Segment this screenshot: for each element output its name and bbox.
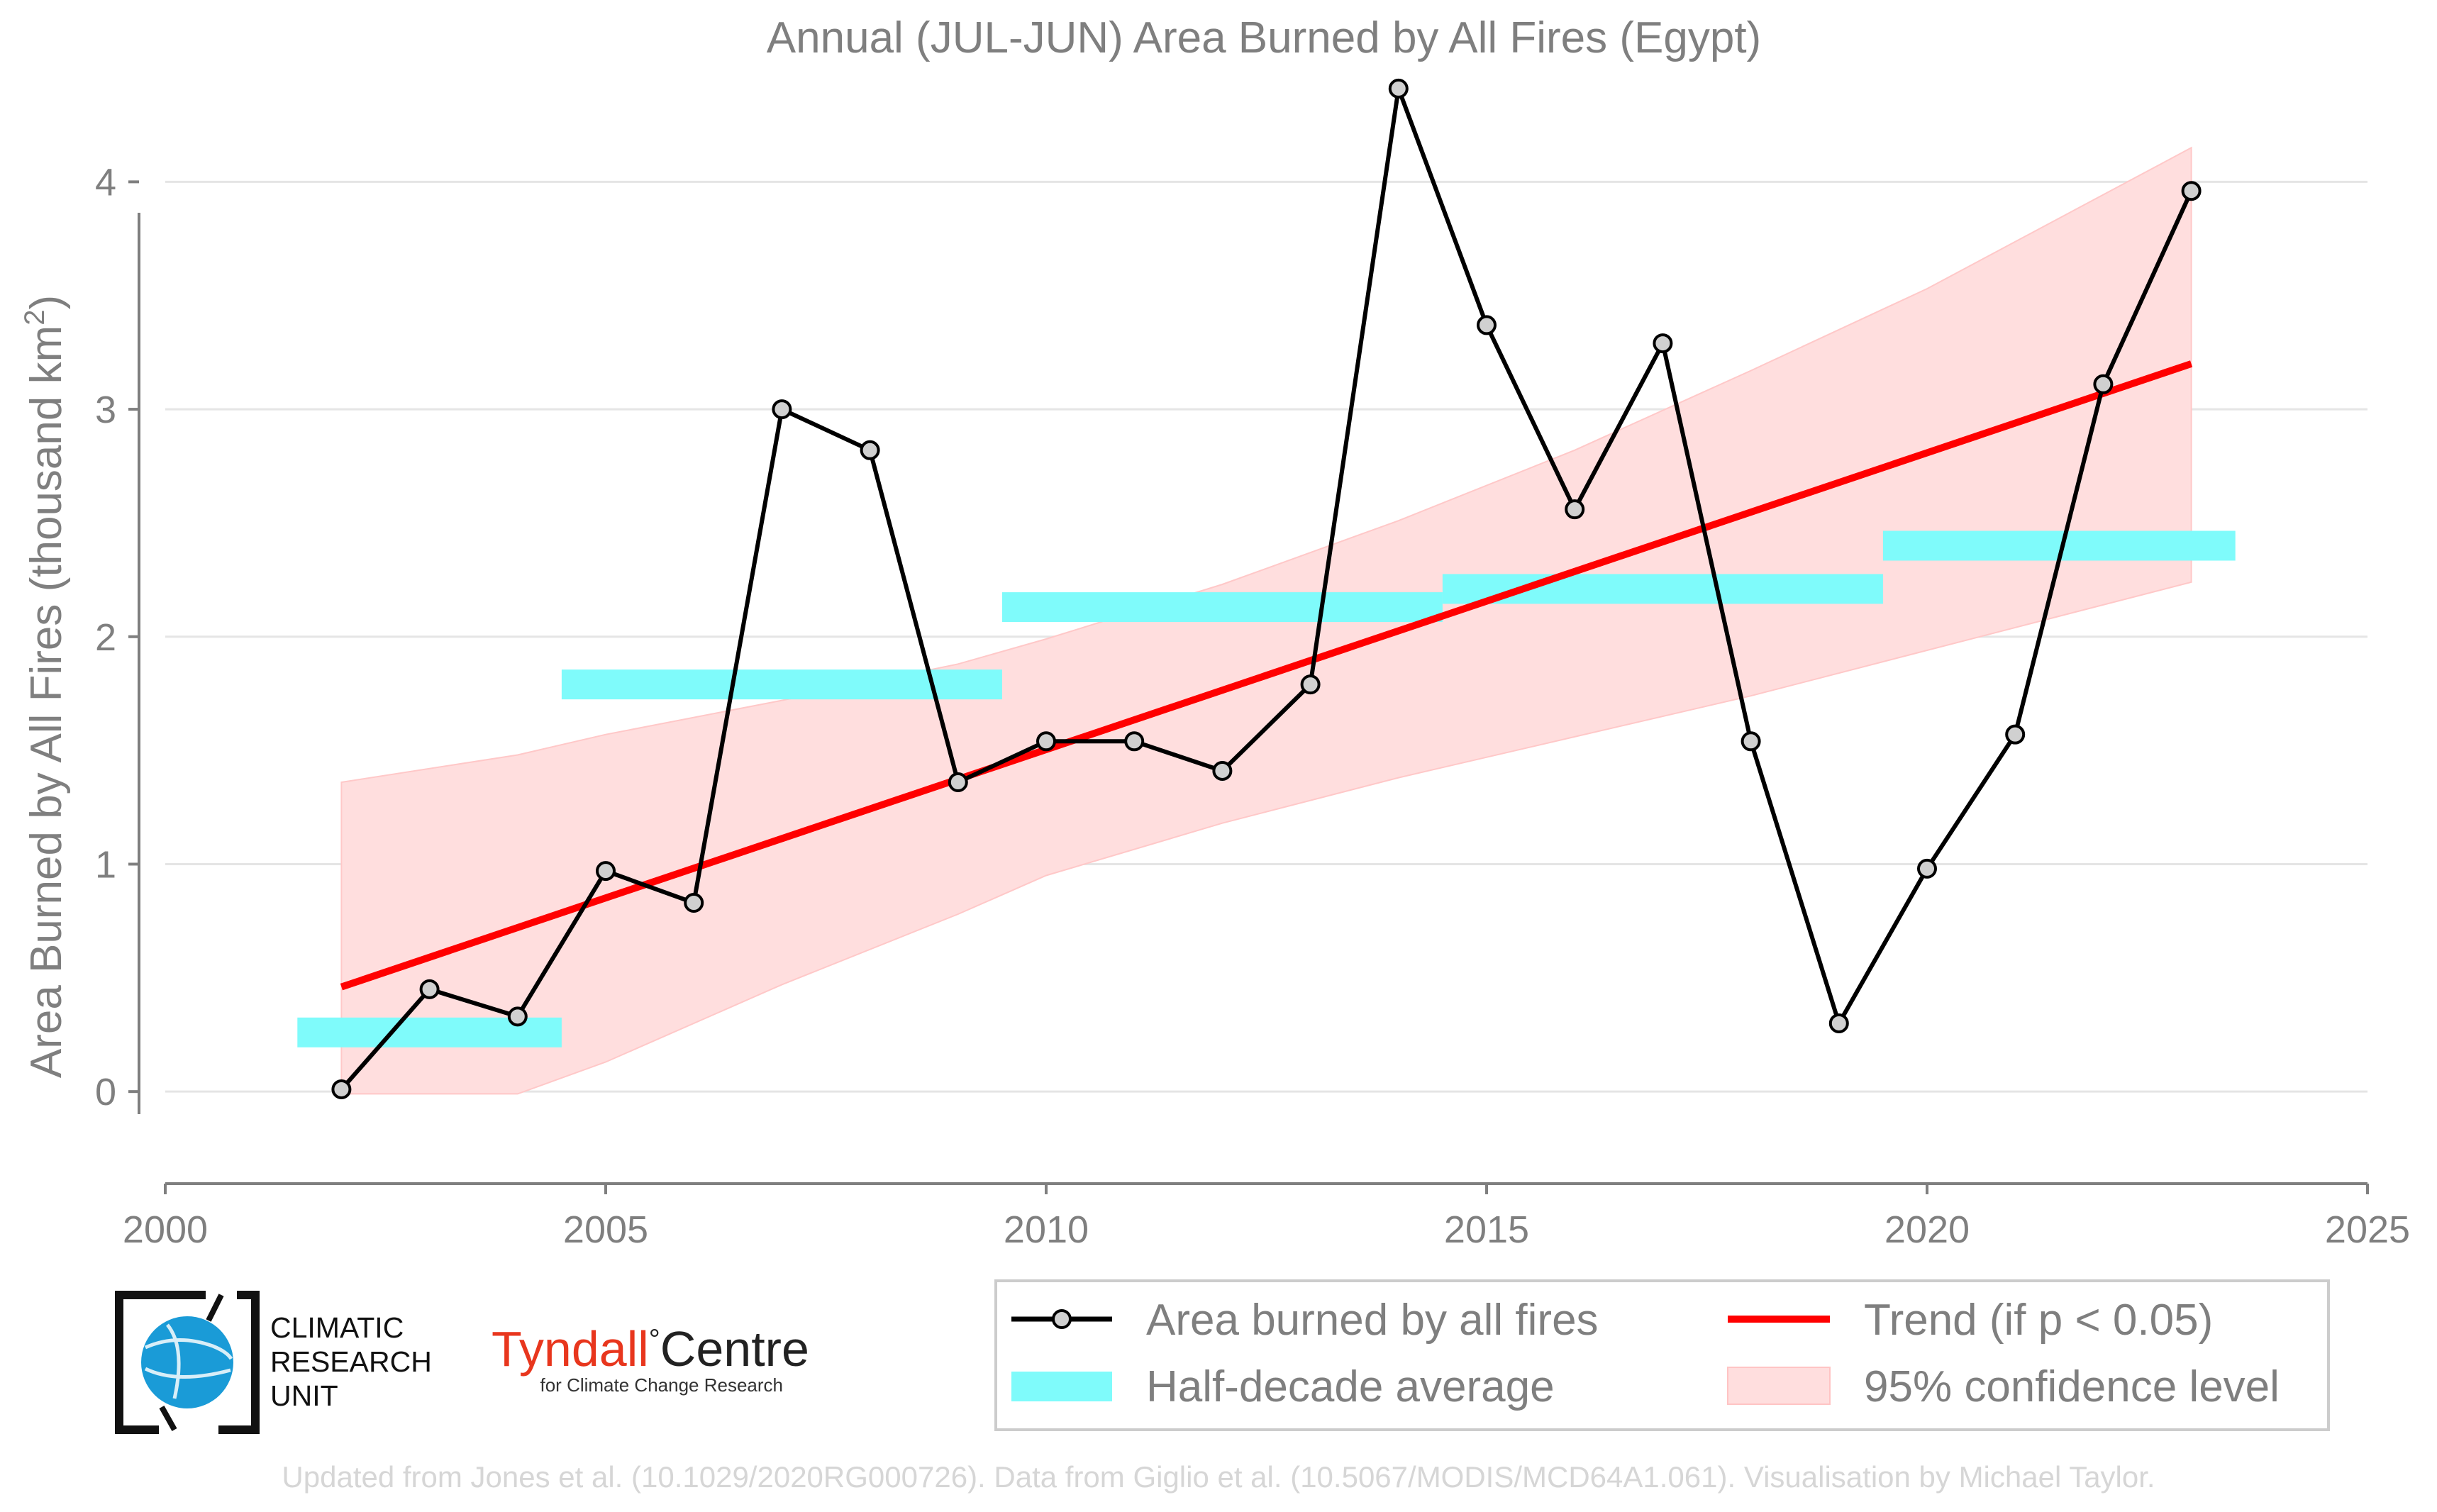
y-axis-title: Area Burned by All Fires (thousand km2) [19,295,71,1078]
tyndall-logo: Tyndall°Centre for Climate Change Resear… [492,1321,809,1396]
data-point [1036,731,1056,752]
data-point [331,1079,352,1099]
trend-line [340,360,2193,991]
tyndall-logo-brand: Tyndall [492,1321,649,1377]
data-point [1124,731,1145,752]
cru-logo: CLIMATIC RESEARCH UNIT [115,1291,432,1434]
globe-icon [141,1316,233,1408]
data-point [1828,1013,1849,1033]
x-tick-label: 2010 [1004,1208,1089,1251]
data-point [1477,315,1497,335]
tyndall-logo-degree: ° [649,1324,660,1355]
y-tick-label: 1 [95,843,116,886]
data-point [684,892,704,913]
x-axis-ticks: 2000 2005 2010 2015 2020 2025 [123,1184,2410,1251]
data-point [860,440,880,460]
cru-logo-frame-slash-bottom [159,1406,177,1431]
trend-layer [340,360,2193,991]
half-decade-average-bar [1001,592,1443,623]
data-point [596,861,616,882]
legend-label-trend: Trend (if p < 0.05) [1864,1296,2213,1345]
y-tick-label: 2 [95,616,116,659]
globe-icon-lines [144,1323,233,1399]
legend-label-confidence: 95% confidence level [1864,1362,2280,1411]
series-layer [331,78,2202,1099]
legend-confidence-swatch [1727,1367,1831,1405]
tyndall-logo-centre: Centre [660,1321,809,1377]
chart-title: Annual (JUL-JUN) Area Burned by All Fire… [767,13,1761,62]
data-point [1300,674,1321,695]
tyndall-logo-wordmark: Tyndall°Centre [492,1321,809,1377]
y-tick-label: 4 [95,161,116,204]
data-point [1653,333,1673,354]
cru-logo-line-2: RESEARCH [270,1345,432,1378]
x-tick-label: 2015 [1444,1208,1529,1251]
data-point [419,979,440,999]
x-tick-label: 2025 [2325,1208,2410,1251]
data-point [772,399,792,420]
cru-logo-frame [115,1291,260,1434]
cru-logo-line-3: UNIT [270,1379,338,1412]
legend: Area burned by all fires Trend (if p < 0… [994,1279,2330,1431]
y-tick-label: 0 [95,1071,116,1113]
y-axis-ticks: 0 1 2 3 4 [95,161,139,1113]
data-point [2005,724,2026,745]
legend-label-half-decade: Half-decade average [1146,1362,1555,1411]
x-tick-label: 2005 [563,1208,648,1251]
y-axis-title-main: Area Burned by All Fires (thousand km [22,326,71,1078]
x-tick-label: 2000 [123,1208,208,1251]
data-point [1565,499,1585,520]
data-point [1917,858,1937,879]
legend-box [994,1279,2330,1431]
footer-credits: Updated from Jones et al. (10.1029/2020R… [282,1460,2155,1494]
series-line [340,86,2194,1091]
data-point [2181,181,2202,201]
tyndall-logo-subtitle: for Climate Change Research [540,1374,784,1396]
half-decade-average-bar [1442,574,1883,604]
data-point [507,1006,528,1027]
x-tick-label: 2020 [1884,1208,1970,1251]
legend-label-area-burned: Area burned by all fires [1146,1296,1599,1345]
cru-logo-frame-slash-top [206,1294,224,1322]
data-point [948,772,968,793]
y-axis-title-superscript: 2 [19,310,50,326]
data-point [1388,78,1409,99]
legend-half-decade-swatch [1011,1372,1112,1401]
legend-series-marker-swatch [1052,1309,1072,1329]
y-axis-title-close: ) [22,295,71,310]
data-point [2093,374,2114,394]
data-point [1212,760,1233,781]
y-tick-label: 3 [95,389,116,431]
data-point [1741,731,1761,752]
cru-logo-line-1: CLIMATIC [270,1311,404,1344]
half-decade-average-layer [297,530,2236,1047]
